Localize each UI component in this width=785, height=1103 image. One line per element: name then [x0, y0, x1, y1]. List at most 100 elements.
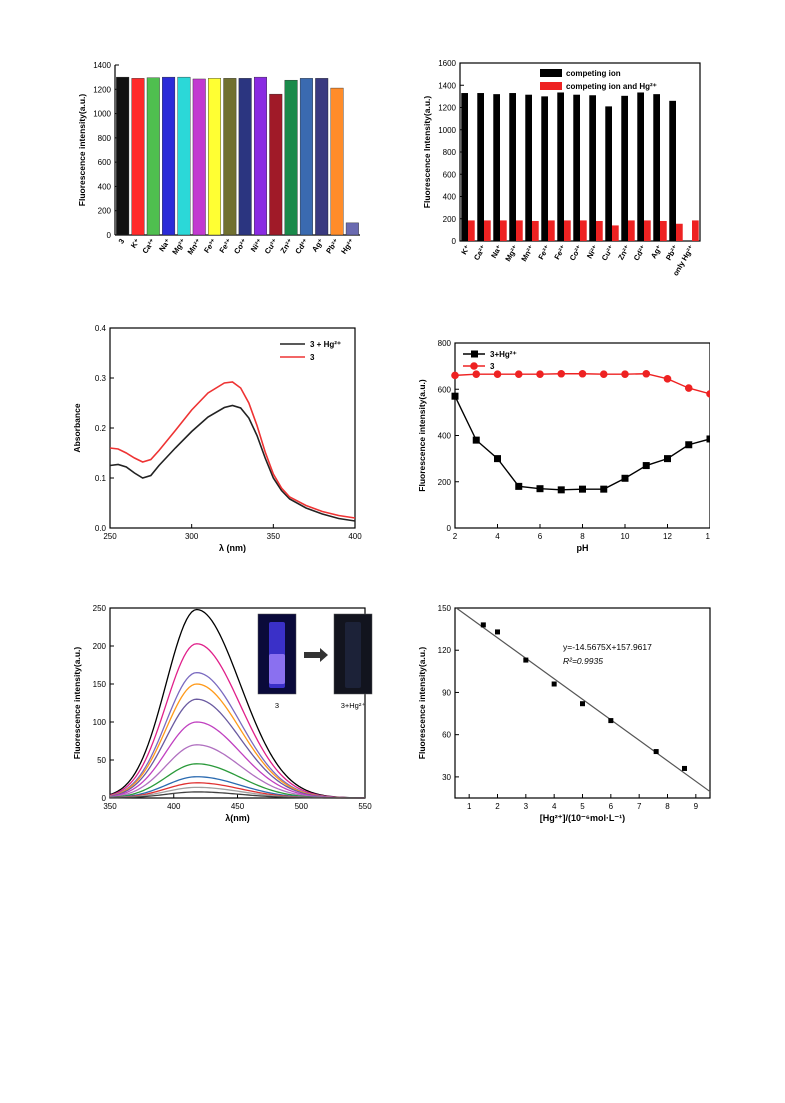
data-point	[557, 369, 566, 378]
fit-line	[455, 607, 711, 793]
y-tick-label: 600	[438, 385, 452, 394]
bar-competing-ion	[589, 95, 596, 241]
data-point	[706, 390, 710, 398]
x-tick-label: 1	[467, 802, 472, 811]
bar	[284, 79, 298, 236]
chart-fluorescence-titration: 0 50 100 150 200 250 Fluorescence intensity(a.…	[72, 604, 373, 823]
data-point	[621, 474, 629, 482]
data-point	[493, 370, 502, 379]
data-point	[653, 749, 659, 755]
bar-competing-ion	[477, 93, 484, 241]
data-point	[494, 455, 501, 463]
category-label: Mn²⁺	[519, 243, 535, 263]
legend-swatch	[540, 82, 562, 90]
y-tick-label: 30	[442, 773, 451, 782]
chart-linear-calibration: 30 60 90 120 150 Fluorescence intensity(a.u.)…	[417, 604, 711, 823]
data-point	[472, 436, 480, 444]
legend-label: competing ion	[566, 69, 621, 78]
x-tick-label: 450	[231, 802, 245, 811]
legend-swatch	[540, 69, 562, 77]
data-point	[557, 486, 565, 494]
category-label: Ag⁺	[649, 243, 664, 260]
data-point	[472, 370, 481, 379]
bar	[269, 93, 283, 236]
x-tick-label: 2	[453, 532, 458, 541]
y-tick-label: 120	[438, 646, 452, 655]
y-tick-label: 0	[102, 794, 107, 803]
y-tick-label: 0	[107, 231, 112, 240]
bar-competing-ion	[653, 94, 660, 242]
spectrum-line	[109, 791, 366, 799]
x-tick-label: 5	[580, 802, 585, 811]
x-tick-label: 400	[167, 802, 181, 811]
x-tick-label: 350	[103, 802, 117, 811]
x-tick-label: 3	[524, 802, 529, 811]
spectrum-line	[109, 643, 366, 799]
data-point	[642, 462, 650, 470]
x-tick-label: 8	[665, 802, 670, 811]
x-axis-label: λ(nm)	[225, 813, 250, 823]
category-label: Mg²⁺	[170, 237, 187, 256]
y-tick-label: 800	[438, 339, 452, 348]
y-tick-label: 0	[452, 237, 457, 246]
bar	[146, 77, 160, 236]
data-point	[706, 435, 710, 443]
legend-label: 3	[490, 362, 495, 371]
y-tick-label: 1000	[438, 126, 456, 135]
x-tick-label: 400	[348, 532, 362, 541]
cuvette-glow	[269, 654, 285, 684]
legend-marker	[470, 362, 478, 370]
bar	[330, 87, 344, 236]
bar-competing-ion	[605, 106, 612, 241]
x-axis-label: [Hg²⁺]/(10⁻⁶mol·L⁻¹)	[540, 813, 625, 823]
y-tick-label: 1000	[93, 110, 111, 119]
category-label: Co²⁺	[568, 243, 584, 262]
legend-label: 3+Hg²⁺	[490, 350, 517, 359]
bar-competing-ion	[637, 92, 644, 241]
y-tick-label: 150	[93, 680, 107, 689]
bar-with-hg	[676, 223, 683, 241]
bar	[116, 76, 130, 236]
y-tick-label: 200	[443, 215, 457, 224]
category-label: K⁺	[459, 243, 472, 256]
data-point	[514, 370, 523, 379]
bar	[315, 78, 329, 236]
y-tick-label: 250	[93, 604, 107, 613]
bar-competing-ion	[573, 94, 580, 241]
data-point	[515, 482, 523, 490]
category-label: Pb²⁺	[664, 243, 680, 261]
bar-with-hg	[644, 220, 651, 241]
x-tick-label: 250	[103, 532, 117, 541]
bar-competing-ion	[669, 100, 676, 241]
y-axis-label: Fluorescence intensity(a.u.)	[72, 647, 82, 760]
y-axis-label: Fluorescence intensity(a.u.)	[417, 379, 427, 492]
y-tick-label: 0.0	[95, 524, 107, 533]
series-line	[454, 395, 710, 491]
x-tick-label: 500	[295, 802, 309, 811]
y-tick-label: 0.1	[95, 474, 107, 483]
category-label: Zn²⁺	[278, 237, 294, 255]
category-label: Mg²⁺	[503, 243, 519, 263]
y-tick-label: 800	[443, 148, 457, 157]
legend-label: 3	[310, 353, 315, 362]
data-point	[600, 485, 608, 493]
bar	[238, 78, 252, 236]
bar-with-hg	[628, 220, 635, 241]
bar-competing-ion	[493, 94, 500, 242]
spectrum-line	[109, 721, 366, 799]
category-label: Ni²⁺	[585, 243, 600, 260]
chart-absorbance: 0.0 0.1 0.2 0.3 0.4 Absorbance 250 300 350 400 λ (…	[72, 324, 362, 553]
fit-equation: y=-14.5675X+157.9617	[563, 642, 652, 652]
inset-label: 3+Hg²⁺	[341, 701, 366, 710]
bar-with-hg	[660, 220, 667, 241]
category-label: Zn²⁺	[616, 243, 632, 261]
bar-with-hg	[692, 220, 699, 241]
y-axis-label: Fluorescence intensity(a.u.)	[77, 94, 87, 207]
bar	[345, 222, 359, 236]
legend-marker	[471, 350, 478, 358]
data-point	[663, 375, 672, 383]
data-point	[580, 701, 585, 707]
bar	[299, 78, 313, 236]
data-point	[682, 765, 687, 771]
data-point	[579, 485, 586, 493]
